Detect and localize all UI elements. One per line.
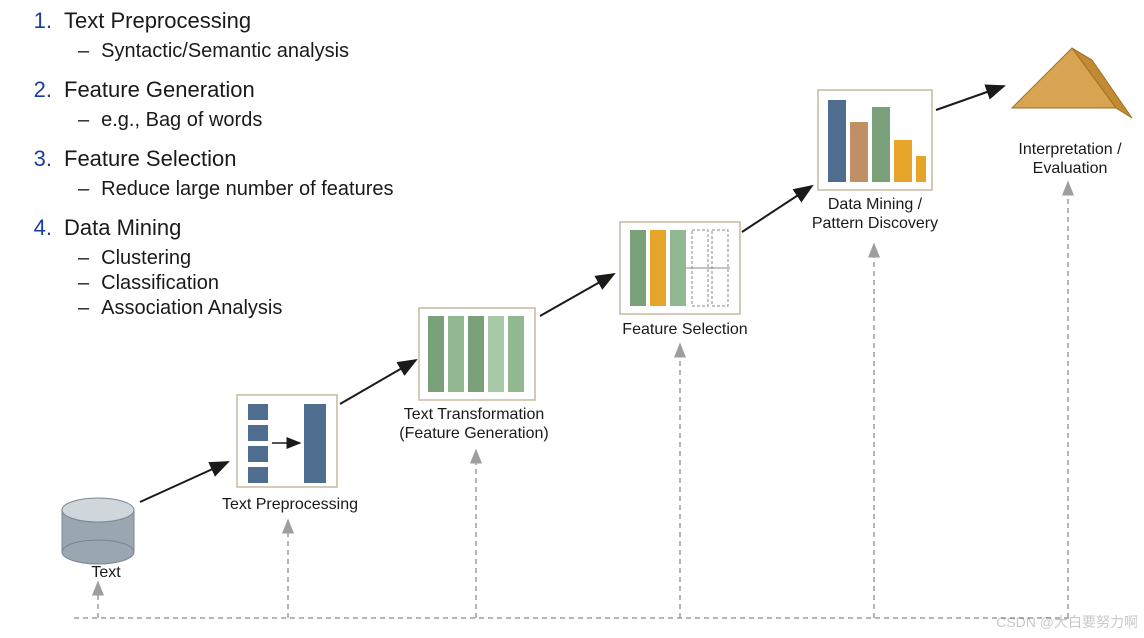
outline-num: 4. [20,215,52,241]
stage-label-preproc: Text Preprocessing [210,495,370,514]
outline-sub: e.g., Bag of words [78,109,500,132]
outline-title: Feature Generation [64,77,255,103]
stage-label-featsel: Feature Selection [605,320,765,339]
outline-list: 1. Text Preprocessing Syntactic/Semantic … [20,8,500,334]
outline-title: Text Preprocessing [64,8,251,34]
stage-label-interp: Interpretation /Evaluation [1000,140,1140,178]
outline-title: Data Mining [64,215,181,241]
outline-num: 1. [20,8,52,34]
outline-title: Feature Selection [64,146,236,172]
watermark: CSDN @大白要努力啊 [996,612,1138,632]
outline-sub: Clustering [78,247,500,270]
stage-label-transform: Text Transformation(Feature Generation) [384,405,564,443]
stage-label-text: Text [76,563,136,582]
stage-label-mining: Data Mining /Pattern Discovery [795,195,955,233]
outline-item-3: 3. Feature Selection Reduce large number … [20,146,500,201]
outline-sub: Association Analysis [78,297,500,320]
outline-num: 2. [20,77,52,103]
outline-sub: Reduce large number of features [78,178,500,201]
outline-sub: Classification [78,272,500,295]
outline-item-1: 1. Text Preprocessing Syntactic/Semantic … [20,8,500,63]
outline-item-4: 4.Data Mining Clustering Classification … [20,215,500,320]
outline-item-2: 2. Feature Generation e.g., Bag of words [20,77,500,132]
outline-num: 3. [20,146,52,172]
outline-sub: Syntactic/Semantic analysis [78,40,500,63]
